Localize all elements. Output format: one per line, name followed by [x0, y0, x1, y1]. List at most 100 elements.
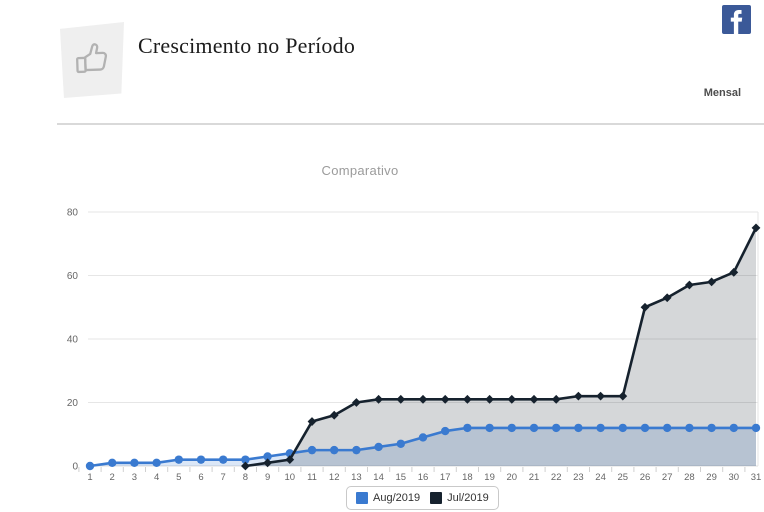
chart-title: Comparativo [321, 163, 399, 178]
aug-series-swatch [356, 492, 368, 504]
x-axis-label-22: 22 [551, 472, 562, 483]
jul-point-day-12[interactable] [329, 410, 339, 420]
legend-item-aug[interactable]: Aug/2019 [356, 492, 420, 504]
jul-2019-area [245, 227, 756, 466]
aug-point-day-5[interactable] [174, 455, 183, 464]
x-axis-label-27: 27 [662, 472, 673, 483]
x-axis-label-31: 31 [751, 472, 762, 483]
x-axis-label-5: 5 [176, 472, 181, 483]
x-axis-label-17: 17 [440, 472, 451, 483]
aug-point-day-6[interactable] [196, 455, 206, 464]
x-axis-label-29: 29 [706, 472, 717, 483]
jul-point-day-11[interactable] [307, 417, 317, 426]
x-axis-label-21: 21 [529, 472, 540, 483]
aug-point-day-27[interactable] [663, 423, 672, 433]
aug-point-day-1[interactable] [85, 461, 95, 471]
aug-point-day-18[interactable] [463, 423, 472, 433]
x-axis-label-18: 18 [462, 472, 473, 483]
jul-point-day-23[interactable] [574, 391, 583, 401]
x-axis-label-16: 16 [418, 472, 429, 483]
y-axis-label-20: 20 [67, 398, 79, 409]
x-axis-label-26: 26 [640, 472, 651, 483]
aug-point-day-28[interactable] [685, 423, 694, 433]
x-axis-label-30: 30 [729, 472, 740, 483]
aug-point-day-26[interactable] [640, 423, 650, 433]
aug-point-day-15[interactable] [396, 439, 405, 448]
jul-point-day-26[interactable] [640, 302, 650, 312]
jul-point-day-13[interactable] [352, 398, 361, 407]
x-axis-label-3: 3 [132, 472, 137, 483]
aug-point-day-8[interactable] [241, 455, 250, 464]
x-axis-label-28: 28 [684, 472, 695, 483]
jul-point-day-15[interactable] [396, 394, 406, 404]
jul-point-day-28[interactable] [685, 280, 694, 290]
x-axis-label-14: 14 [373, 472, 384, 483]
jul-point-day-21[interactable] [529, 394, 539, 404]
aug-point-day-24[interactable] [596, 423, 605, 433]
jul-point-day-29[interactable] [707, 277, 716, 287]
aug-point-day-7[interactable] [219, 455, 228, 464]
x-axis-label-20: 20 [507, 472, 518, 483]
x-axis-label-12: 12 [329, 472, 340, 483]
aug-point-day-23[interactable] [574, 423, 583, 433]
jul-point-day-25[interactable] [618, 391, 628, 401]
jul-point-day-27[interactable] [662, 293, 672, 303]
jul-point-day-10[interactable] [285, 455, 295, 465]
thumbs-up-glyph [76, 43, 108, 74]
jul-point-day-14[interactable] [374, 394, 383, 404]
aug-point-day-2[interactable] [108, 458, 117, 468]
jul-point-day-24[interactable] [596, 391, 605, 401]
aug-point-day-3[interactable] [130, 458, 139, 468]
jul-series-swatch [430, 492, 443, 504]
jul-point-day-16[interactable] [418, 394, 428, 404]
aug-point-day-11[interactable] [307, 445, 317, 455]
x-axis-label-24: 24 [595, 472, 606, 483]
aug-point-day-31[interactable] [751, 423, 761, 433]
facebook-icon[interactable] [722, 5, 751, 34]
facebook-f-glyph [730, 10, 743, 34]
y-axis-label-60: 60 [67, 271, 79, 282]
aug-point-day-20[interactable] [507, 423, 516, 433]
jul-2019-line [244, 226, 758, 468]
legend-item-jul[interactable]: Jul/2019 [430, 492, 489, 504]
aug-point-day-4[interactable] [152, 458, 161, 468]
chart-legend: Aug/2019 Jul/2019 [346, 486, 499, 510]
aug-point-day-19[interactable] [485, 423, 494, 433]
x-axis-label-19: 19 [484, 472, 495, 483]
y-axis-label-0: 0 [72, 462, 78, 473]
aug-point-day-30[interactable] [729, 423, 738, 433]
aug-point-day-29[interactable] [707, 423, 716, 433]
jul-point-day-19[interactable] [485, 394, 494, 404]
x-axis-label-10: 10 [285, 472, 296, 483]
page-title: Crescimento no Período [138, 33, 356, 58]
jul-point-day-9[interactable] [263, 458, 272, 468]
aug-point-day-12[interactable] [330, 445, 339, 455]
aug-point-day-14[interactable] [374, 442, 383, 452]
jul-point-day-17[interactable] [440, 394, 450, 404]
aug-point-day-17[interactable] [441, 426, 450, 436]
jul-point-day-18[interactable] [463, 394, 472, 404]
jul-point-day-30[interactable] [729, 267, 739, 277]
aug-point-day-13[interactable] [352, 445, 361, 455]
x-axis-label-1: 1 [87, 472, 92, 483]
period-label: Mensal [703, 87, 741, 99]
jul-point-day-22[interactable] [551, 394, 561, 404]
jul-point-day-31[interactable] [751, 223, 761, 233]
jul-point-day-8[interactable] [241, 461, 250, 471]
jul-point-day-20[interactable] [507, 394, 517, 404]
x-axis-label-2: 2 [110, 472, 115, 483]
x-axis-label-8: 8 [243, 472, 248, 483]
aug-point-day-22[interactable] [552, 423, 561, 433]
x-axis-label-6: 6 [198, 472, 203, 483]
x-axis-label-11: 11 [307, 472, 317, 483]
aug-point-day-16[interactable] [418, 433, 428, 442]
aug-2019-area [90, 427, 756, 466]
x-axis-label-25: 25 [618, 472, 629, 483]
aug-point-day-25[interactable] [618, 423, 627, 433]
x-axis-label-23: 23 [573, 472, 584, 483]
x-axis-label-13: 13 [351, 472, 362, 483]
aug-point-day-21[interactable] [529, 423, 539, 433]
aug-point-day-9[interactable] [263, 452, 272, 461]
